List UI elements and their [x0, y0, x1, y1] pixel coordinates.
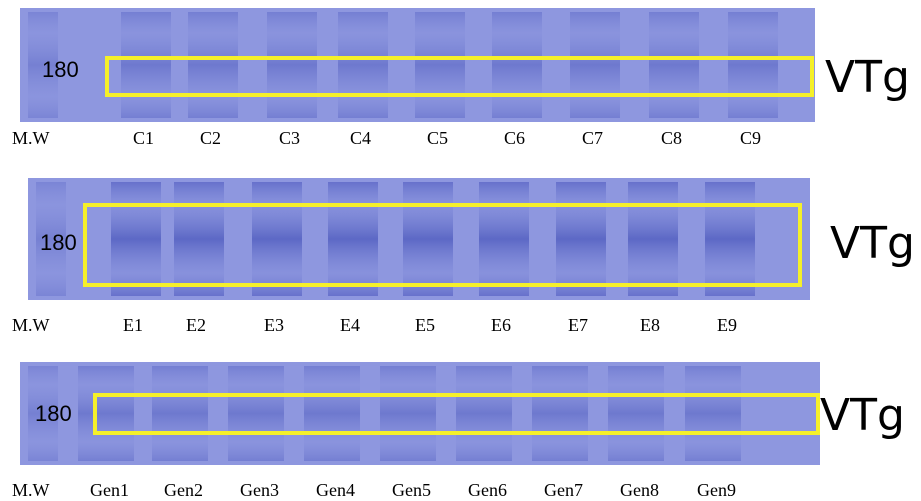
lane-label: M.W: [12, 480, 50, 500]
lane-label: C9: [740, 128, 761, 148]
lane-label: Gen4: [316, 480, 355, 500]
lane-label: E3: [264, 315, 284, 335]
gel-lane: [304, 366, 360, 461]
lane-label: E9: [717, 315, 737, 335]
gel-lane: [628, 182, 678, 296]
gel-lane: [705, 182, 755, 296]
lane-label: Gen7: [544, 480, 583, 500]
gel-lane: [403, 182, 453, 296]
lane-label: E4: [340, 315, 360, 335]
gel-lane: [267, 12, 317, 118]
lane-label: Gen5: [392, 480, 431, 500]
gel-lane: [479, 182, 529, 296]
gel-lane: [649, 12, 699, 118]
gel-panel: M.W C1 C2 C3 C4 C5 C6 C7 C8 C9 180 VTg: [12, 8, 910, 148]
lane-label: E8: [640, 315, 660, 335]
lane-label: E6: [491, 315, 511, 335]
highlight-box: [93, 393, 820, 435]
gel-lane: [36, 182, 66, 296]
gel-lane: [228, 366, 284, 461]
gel-lane: [28, 366, 58, 461]
gel-panel: M.W Gen1 Gen2 Gen3 Gen4 Gen5 Gen6 Gen7 Gen8 Gen9 1…: [12, 362, 905, 500]
protein-label: VTg: [825, 52, 910, 103]
lane-label: Gen1: [90, 480, 129, 500]
gel-lane: [28, 12, 58, 118]
gel-lane: [338, 12, 388, 118]
gel-lane: [188, 12, 238, 118]
gel-lane: [532, 366, 588, 461]
marker-size: 180: [40, 230, 77, 255]
gel-lane: [380, 366, 436, 461]
gel-lane: [492, 12, 542, 118]
gel-lane: [685, 366, 741, 461]
lane-label: Gen9: [697, 480, 736, 500]
lane-label: C7: [582, 128, 603, 148]
lane-label: C3: [279, 128, 300, 148]
gel-lane: [78, 366, 134, 461]
lane-label: Gen3: [240, 480, 279, 500]
gel-lane: [121, 12, 171, 118]
lane-label: Gen2: [164, 480, 203, 500]
lane-label: E7: [568, 315, 588, 335]
gel-panel: M.W E1 E2 E3 E4 E5 E6 E7 E8 E9 180 VTg: [12, 178, 915, 335]
lane-label: C2: [200, 128, 221, 148]
highlight-box: [83, 203, 802, 287]
lane-label: C1: [133, 128, 154, 148]
protein-label: VTg: [830, 218, 915, 269]
lane-label: M.W: [12, 315, 50, 335]
marker-size: 180: [35, 401, 72, 426]
lane-label: C8: [661, 128, 682, 148]
gel-lane: [728, 12, 778, 118]
lane-label: Gen8: [620, 480, 659, 500]
lane-label: C5: [427, 128, 448, 148]
gel-figure: M.W C1 C2 C3 C4 C5 C6 C7 C8 C9 180 VTg M.W E1 E2 E3 E4 E5…: [12, 8, 915, 500]
gel-lane: [152, 366, 208, 461]
highlight-box: [105, 56, 814, 97]
gel-lane: [111, 182, 161, 296]
gel-lane: [415, 12, 465, 118]
marker-size: 180: [42, 57, 79, 82]
protein-label: VTg: [820, 390, 905, 441]
gel-lane: [556, 182, 606, 296]
gel-lane: [252, 182, 302, 296]
lane-label: Gen6: [468, 480, 507, 500]
lane-label: M.W: [12, 128, 50, 148]
lane-label: E1: [123, 315, 143, 335]
gel-lane: [570, 12, 620, 118]
gel-lane: [328, 182, 378, 296]
lane-label: C6: [504, 128, 525, 148]
lane-label: E2: [186, 315, 206, 335]
gel-lane: [456, 366, 512, 461]
lane-label: E5: [415, 315, 435, 335]
lane-label: C4: [350, 128, 371, 148]
gel-lane: [608, 366, 664, 461]
gel-lane: [174, 182, 224, 296]
